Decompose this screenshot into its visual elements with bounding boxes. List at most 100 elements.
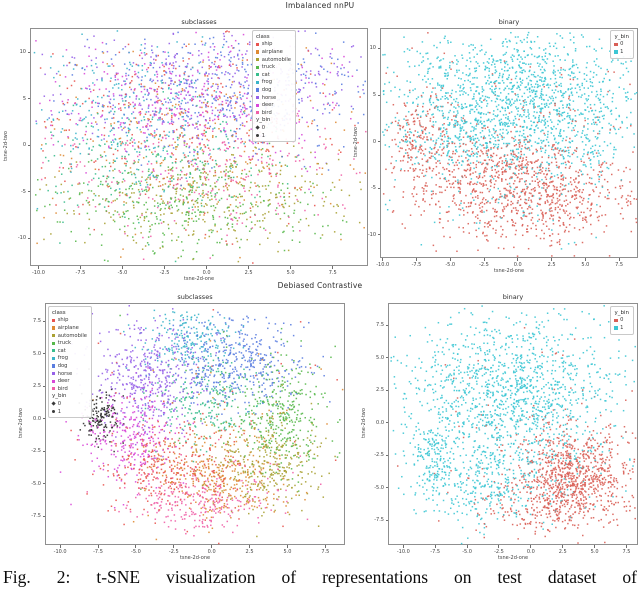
legend-item-label: 0 bbox=[261, 124, 265, 131]
square-marker-icon bbox=[52, 364, 56, 368]
legend-item-1: 1 bbox=[614, 48, 629, 56]
y-tick-mark bbox=[377, 141, 380, 143]
legend-item-dog: dog bbox=[256, 86, 291, 94]
square-marker-icon bbox=[256, 88, 260, 92]
x-tick-label: -7.5 bbox=[430, 548, 441, 555]
x-tick-label: -5.0 bbox=[445, 261, 456, 268]
legend-item-label: bird bbox=[57, 385, 68, 392]
legend-item-label: cat bbox=[57, 347, 66, 354]
legend-item-truck: truck bbox=[52, 339, 87, 347]
legend-item-cat: cat bbox=[52, 347, 87, 355]
scatter-canvas-imbalanced-binary bbox=[380, 28, 638, 258]
square-marker-icon bbox=[52, 326, 56, 330]
square-marker-icon bbox=[256, 111, 260, 115]
x-tick-mark bbox=[121, 266, 123, 269]
y-tick-label: -10 bbox=[17, 235, 26, 242]
y-tick-mark bbox=[27, 191, 30, 193]
y-tick-mark bbox=[42, 353, 45, 355]
legend-title-text: y_bin bbox=[256, 117, 271, 124]
x-tick-mark bbox=[551, 258, 553, 261]
legend-item-label: horse bbox=[261, 94, 277, 101]
square-marker-icon bbox=[52, 387, 56, 391]
legend-title-text: y_bin bbox=[614, 33, 629, 40]
legend-item-label: airplane bbox=[57, 324, 79, 331]
x-tick-mark bbox=[530, 545, 532, 548]
legend-item-0: 0 bbox=[614, 317, 629, 325]
y-tick-label: -2.5 bbox=[31, 448, 41, 455]
square-marker-icon bbox=[52, 356, 56, 360]
legend-item-label: dog bbox=[57, 362, 68, 369]
square-marker-icon bbox=[52, 341, 56, 345]
y-tick-mark bbox=[42, 418, 45, 420]
x-tick-label: -2.5 bbox=[479, 261, 489, 268]
x-tick-mark bbox=[97, 545, 99, 548]
legend-item-bird: bird bbox=[256, 109, 291, 117]
legend-item-label: truck bbox=[57, 340, 71, 347]
y-tick-label: 5.0 bbox=[33, 350, 41, 357]
legend-item-airplane: airplane bbox=[256, 48, 291, 56]
x-tick-mark bbox=[517, 258, 519, 261]
x-tick-mark bbox=[562, 545, 564, 548]
x-tick-mark bbox=[483, 258, 485, 261]
legend-item-airplane: airplane bbox=[52, 324, 87, 332]
legend-imbalanced-binary: y_bin 0 1 bbox=[610, 30, 634, 59]
y-axis-label: tsne-2d-two bbox=[353, 127, 359, 157]
square-marker-icon bbox=[256, 80, 260, 84]
y-tick-mark bbox=[385, 487, 388, 489]
figure-caption: Fig. 2: t-SNE visualization of represent… bbox=[3, 567, 637, 587]
legend-item-label: truck bbox=[261, 64, 275, 71]
legend-item-label: automobile bbox=[261, 56, 291, 63]
square-marker-icon bbox=[614, 318, 618, 322]
y-tick-label: -5 bbox=[21, 188, 26, 195]
y-axis-label: tsne-2d-two bbox=[3, 131, 9, 161]
legend-section-title: class bbox=[52, 309, 87, 317]
legend-item-0: 0 bbox=[255, 124, 291, 132]
square-marker-icon bbox=[256, 50, 260, 54]
x-tick-label: 0.0 bbox=[513, 261, 522, 268]
plot-imbalanced-subclasses: subclasses -10.0 -7.5 -5.0 -2.5 0.0 2.5 5.0 7.5 1… bbox=[3, 18, 368, 282]
x-tick-label: -2.5 bbox=[168, 548, 179, 555]
legend-item-dog: dog bbox=[52, 362, 87, 370]
legend-item-label: 0 bbox=[620, 317, 624, 324]
x-tick-label: 2.5 bbox=[244, 269, 253, 276]
legend-title-text: y_bin bbox=[52, 393, 67, 400]
legend-item-label: frog bbox=[57, 355, 68, 362]
square-marker-icon bbox=[614, 42, 618, 46]
x-tick-mark bbox=[594, 545, 596, 548]
legend-item-horse: horse bbox=[256, 94, 291, 102]
y-tick-mark bbox=[385, 357, 388, 359]
legend-item-ship: ship bbox=[256, 41, 291, 49]
y-tick-mark bbox=[385, 389, 388, 391]
x-tick-mark bbox=[206, 266, 208, 269]
x-tick-label: 2.5 bbox=[547, 261, 556, 268]
y-tick-label: 5.0 bbox=[376, 354, 384, 361]
plot-title: binary bbox=[502, 293, 524, 301]
y-tick-mark bbox=[385, 422, 388, 424]
legend-item-truck: truck bbox=[256, 63, 291, 71]
y-tick-mark bbox=[42, 450, 45, 452]
y-tick-mark bbox=[42, 320, 45, 322]
legend-item-1: 1 bbox=[52, 408, 87, 416]
legend-item-frog: frog bbox=[52, 355, 87, 363]
plot-title: binary bbox=[498, 18, 520, 26]
x-tick-label: -5.0 bbox=[462, 548, 472, 555]
scatter-canvas-debiased-binary bbox=[388, 303, 638, 545]
x-tick-label: 0.0 bbox=[526, 548, 535, 555]
y-axis-label: tsne-2d-two bbox=[361, 408, 367, 438]
x-axis-label: tsne-2d-one bbox=[497, 555, 529, 561]
legend-item-label: ship bbox=[261, 41, 273, 48]
legend-item-label: deer bbox=[261, 102, 274, 109]
y-tick-label: 10 bbox=[19, 49, 26, 56]
x-tick-mark bbox=[332, 266, 334, 269]
y-tick-mark bbox=[27, 51, 30, 53]
x-tick-label: 2.5 bbox=[245, 548, 254, 555]
legend-section-title: y_bin bbox=[256, 117, 291, 125]
legend-item-label: 1 bbox=[620, 48, 624, 55]
legend-item-automobile: automobile bbox=[52, 332, 87, 340]
y-axis-label: tsne-2d-two bbox=[18, 408, 24, 438]
square-marker-icon bbox=[614, 50, 618, 54]
legend-item-label: cat bbox=[261, 71, 270, 78]
legend-item-label: deer bbox=[57, 378, 70, 385]
legend-item-deer: deer bbox=[256, 101, 291, 109]
